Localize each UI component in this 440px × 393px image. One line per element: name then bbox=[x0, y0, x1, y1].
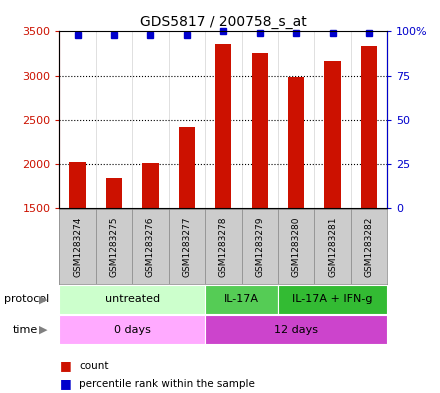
Text: GSM1283276: GSM1283276 bbox=[146, 216, 155, 277]
Text: GSM1283278: GSM1283278 bbox=[219, 216, 228, 277]
Text: GSM1283279: GSM1283279 bbox=[255, 216, 264, 277]
Text: GSM1283280: GSM1283280 bbox=[292, 216, 301, 277]
Bar bbox=[205, 315, 387, 344]
Bar bbox=[142, 163, 159, 208]
Text: time: time bbox=[13, 325, 38, 334]
Bar bbox=[59, 315, 205, 344]
Bar bbox=[179, 127, 195, 208]
Bar bbox=[59, 285, 205, 314]
Text: count: count bbox=[79, 361, 109, 371]
Text: percentile rank within the sample: percentile rank within the sample bbox=[79, 378, 255, 389]
Text: GSM1283275: GSM1283275 bbox=[110, 216, 118, 277]
Bar bbox=[215, 44, 231, 208]
Text: 12 days: 12 days bbox=[274, 325, 318, 334]
Text: GSM1283281: GSM1283281 bbox=[328, 216, 337, 277]
Text: 0 days: 0 days bbox=[114, 325, 150, 334]
Text: ■: ■ bbox=[59, 377, 71, 390]
Text: untreated: untreated bbox=[105, 294, 160, 304]
Bar bbox=[278, 285, 387, 314]
Text: IL-17A: IL-17A bbox=[224, 294, 259, 304]
Bar bbox=[70, 162, 86, 208]
Text: protocol: protocol bbox=[4, 294, 50, 304]
Text: GSM1283274: GSM1283274 bbox=[73, 216, 82, 277]
Text: GSM1283282: GSM1283282 bbox=[364, 216, 374, 277]
Bar bbox=[288, 77, 304, 208]
Bar bbox=[205, 285, 278, 314]
Text: ■: ■ bbox=[59, 359, 71, 373]
Text: ▶: ▶ bbox=[39, 294, 48, 304]
Text: GSM1283277: GSM1283277 bbox=[182, 216, 191, 277]
Title: GDS5817 / 200758_s_at: GDS5817 / 200758_s_at bbox=[140, 15, 307, 29]
Bar bbox=[361, 46, 377, 208]
Bar bbox=[324, 61, 341, 208]
Text: ▶: ▶ bbox=[39, 325, 48, 334]
Bar bbox=[106, 178, 122, 208]
Bar bbox=[252, 53, 268, 208]
Text: IL-17A + IFN-g: IL-17A + IFN-g bbox=[292, 294, 373, 304]
